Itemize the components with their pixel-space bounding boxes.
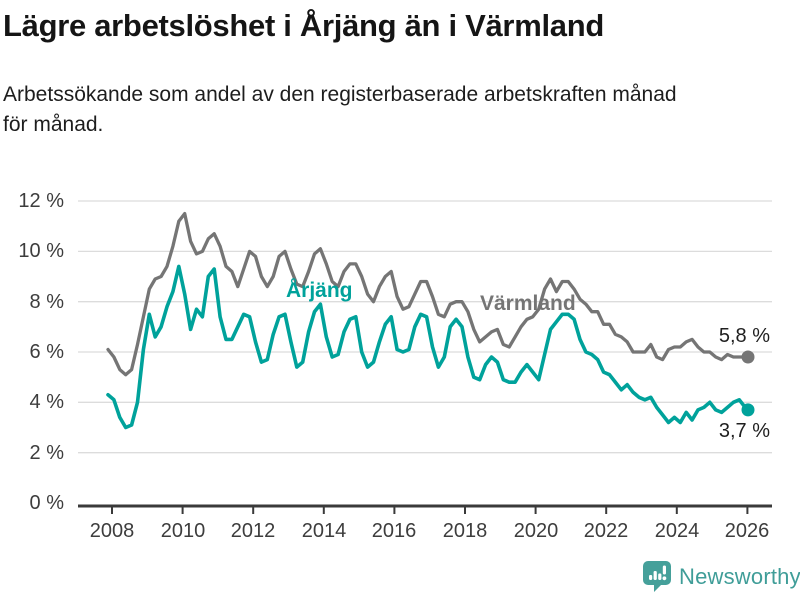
chart-subtitle-line-2: för månad. [3, 113, 104, 136]
page-title: Lägre arbetslöshet i Årjäng än i Värmlan… [3, 8, 604, 43]
y-axis-tick-label: 8 % [29, 291, 64, 313]
series-label-arjang: Årjäng [286, 279, 353, 302]
x-axis-tick-label: 2024 [654, 520, 700, 542]
y-axis-tick-label: 6 % [29, 341, 64, 363]
chart-subtitle: Arbetssökande som andel av den registerb… [3, 80, 793, 140]
series-label-varmland: Värmland [480, 292, 576, 315]
chart-subtitle-line-1: Arbetssökande som andel av den registerb… [3, 83, 677, 106]
x-axis-tick-label: 2026 [724, 520, 770, 542]
newsworthy-logo-icon [643, 561, 671, 592]
end-value-label-arjang: 3,7 % [718, 420, 770, 442]
x-axis-tick-label: 2014 [301, 520, 347, 542]
x-axis-tick-label: 2020 [513, 520, 559, 542]
x-axis-tick-label: 2010 [160, 520, 206, 542]
x-axis-tick-label: 2012 [230, 520, 276, 542]
y-axis-tick-label: 4 % [29, 391, 64, 413]
x-axis-tick-label: 2018 [442, 520, 488, 542]
y-axis-tick-label: 10 % [18, 240, 64, 262]
newsworthy-brand-link[interactable]: Newsworthy [642, 560, 800, 594]
y-axis-tick-label: 0 % [29, 492, 64, 514]
x-axis-tick-label: 2016 [371, 520, 417, 542]
x-axis-tick-label: 2022 [583, 520, 629, 542]
newsworthy-brand-text: Newsworthy [679, 564, 800, 589]
x-axis-tick-label: 2008 [89, 520, 135, 542]
y-axis-tick-label: 2 % [29, 442, 64, 464]
end-value-label-varmland: 5,8 % [718, 325, 770, 347]
y-axis-tick-label: 12 % [18, 190, 64, 212]
